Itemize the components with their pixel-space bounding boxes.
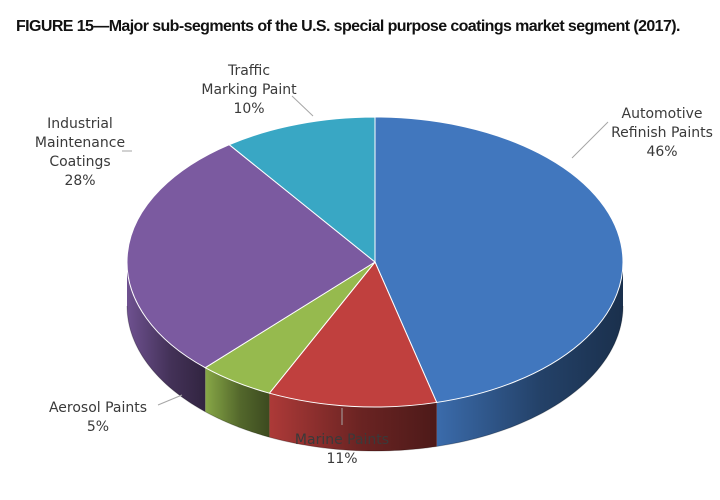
pie-side-industrial-maintenance-coatings [127,262,206,412]
figure-title: FIGURE 15—Major sub-segments of the U.S.… [16,18,680,35]
leader-line-automotive-refinish-paints [571,121,609,159]
pie-side-aerosol-paints [205,367,270,438]
data-label-industrial-maintenance-coatings: Industrial Maintenance Coatings 28% [35,116,125,189]
data-label-aerosol-paints: Aerosol Paints 5% [49,400,147,435]
leader-line-traffic-marking-paint [291,95,314,117]
pie-side-automotive-refinish-paints [436,262,623,447]
pie-slice-marine-paints [268,261,438,408]
data-label-traffic-marking-paint: Traffic Marking Paint 10% [201,63,297,117]
pie-side-marine-paints [269,393,437,451]
leader-line-aerosol-paints [157,394,183,406]
pie-slice-automotive-refinish-paints [374,116,624,403]
pie-rim [126,305,624,452]
data-label-automotive-refinish-paints: Automotive Refinish Paints 46% [611,106,713,160]
pie-slice-industrial-maintenance-coatings [126,144,376,369]
data-label-marine-paints: Marine Paints 11% [295,432,389,467]
pie-slice-traffic-marking-paint [228,116,376,264]
